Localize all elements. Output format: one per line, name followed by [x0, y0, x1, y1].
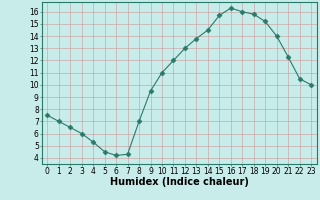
X-axis label: Humidex (Indice chaleur): Humidex (Indice chaleur): [110, 177, 249, 187]
